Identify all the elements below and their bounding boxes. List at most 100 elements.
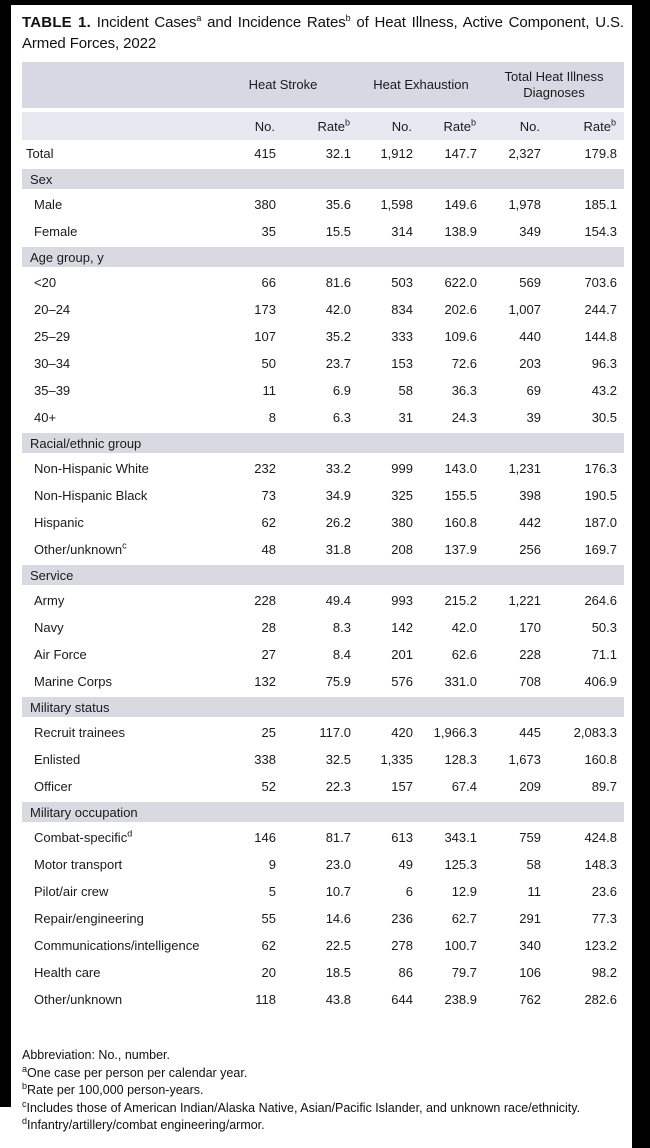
row-label: Recruit trainees <box>34 725 126 740</box>
cell-value: 340 <box>519 938 541 953</box>
cell-value: 32.5 <box>325 752 351 767</box>
section-header-row: Service <box>22 563 624 587</box>
heat-illness-table: Heat Stroke Heat Exhaustion Total Heat I… <box>22 62 624 1013</box>
cell-value: 5 <box>268 884 276 899</box>
cell-value: 1,007 <box>508 302 541 317</box>
col-group-heat-exhaustion: Heat Exhaustion <box>358 62 484 108</box>
cell-value: 23.7 <box>325 356 351 371</box>
cell-value: 15.5 <box>325 224 351 239</box>
cell-value: 107 <box>254 329 276 344</box>
section-header-row: Sex <box>22 167 624 191</box>
cell-value: 442 <box>519 515 541 530</box>
cell-value: 278 <box>391 938 413 953</box>
cell-value: 415 <box>254 146 276 161</box>
cell-value: 1,978 <box>508 197 541 212</box>
row-label: <20 <box>34 275 57 290</box>
cell-value: 6.9 <box>332 383 351 398</box>
cell-value: 86 <box>398 965 413 980</box>
row-label: Army <box>34 593 65 608</box>
row-label: Other/unknown <box>34 992 123 1007</box>
cell-value: 137.9 <box>444 542 477 557</box>
cell-value: 50 <box>261 356 276 371</box>
cell-value: 703.6 <box>584 275 617 290</box>
cell-value: 9 <box>268 857 276 872</box>
cell-value: 49.4 <box>325 593 351 608</box>
cell-value: 98.2 <box>591 965 617 980</box>
section-header-label: Military occupation <box>22 800 624 824</box>
cell-value: 157 <box>391 779 413 794</box>
footnote-marker-b: b <box>345 13 351 23</box>
table-row: Health care 20 18.5 86 79.7 106 98.2 <box>22 959 624 986</box>
footnote-marker-c: c <box>122 540 127 551</box>
cell-value: 238.9 <box>444 992 477 1007</box>
row-label: Male <box>34 197 63 212</box>
section-header-row: Racial/ethnic group <box>22 431 624 455</box>
cell-value: 1,221 <box>508 593 541 608</box>
cell-value: 14.6 <box>325 911 351 926</box>
cell-value: 148.3 <box>584 857 617 872</box>
cell-value: 66 <box>261 275 276 290</box>
cell-value: 81.6 <box>325 275 351 290</box>
cell-value: 349 <box>519 224 541 239</box>
row-label: 20–24 <box>34 302 71 317</box>
cell-value: 27 <box>261 647 276 662</box>
table-row: Female 35 15.5 314 138.9 349 154.3 <box>22 218 624 245</box>
cell-value: 36.3 <box>451 383 477 398</box>
cell-value: 160.8 <box>584 752 617 767</box>
header-gap-row <box>22 108 624 112</box>
cell-value: 22.3 <box>325 779 351 794</box>
row-label: Motor transport <box>34 857 123 872</box>
cell-value: 343.1 <box>444 830 477 845</box>
cell-value: 75.9 <box>325 674 351 689</box>
row-label: Non-Hispanic Black <box>34 488 148 503</box>
cell-value: 106 <box>519 965 541 980</box>
right-frame-bar <box>632 0 650 1148</box>
table-row: Repair/engineering 55 14.6 236 62.7 291 77.3 <box>22 905 624 932</box>
cell-value: 34.9 <box>325 488 351 503</box>
cell-value: 613 <box>391 830 413 845</box>
row-label: Repair/engineering <box>34 911 144 926</box>
cell-value: 380 <box>391 515 413 530</box>
cell-value: 2,083.3 <box>573 725 617 740</box>
cell-value: 123.2 <box>584 938 617 953</box>
table-row: Non-Hispanic Black 73 34.9 325 155.5 398 190.5 <box>22 482 624 509</box>
row-label: Non-Hispanic White <box>34 461 149 476</box>
cell-value: 117.0 <box>319 725 351 740</box>
table-row: 20–24 173 42.0 834 202.6 1,007 244.7 <box>22 296 624 323</box>
cell-value: 228 <box>254 593 276 608</box>
cell-value: 71.1 <box>591 647 617 662</box>
row-label: 25–29 <box>34 329 71 344</box>
cell-value: 398 <box>519 488 541 503</box>
table-row: 25–29 107 35.2 333 109.6 440 144.8 <box>22 323 624 350</box>
cell-value: 79.7 <box>451 965 477 980</box>
section-header-label: Racial/ethnic group <box>22 431 624 455</box>
cell-value: 209 <box>519 779 541 794</box>
cell-value: 244.7 <box>584 302 617 317</box>
cell-value: 1,598 <box>380 197 413 212</box>
table-title: TABLE 1. Incident Casesa and Incidence R… <box>22 13 625 53</box>
cell-value: 26.2 <box>325 515 351 530</box>
footnotes: Abbreviation: No., number. aOne case per … <box>22 1047 624 1135</box>
section-header-label: Military status <box>22 695 624 719</box>
row-label: Air Force <box>34 647 87 662</box>
cell-value: 215.2 <box>444 593 477 608</box>
table-row: Communications/intelligence 62 22.5 278 100.… <box>22 932 624 959</box>
cell-value: 42.0 <box>451 620 477 635</box>
cell-value: 644 <box>391 992 413 1007</box>
row-label: Navy <box>34 620 64 635</box>
row-label: Other/unknownc <box>34 540 127 557</box>
table-row: Combat-specificd 146 81.7 613 343.1 759 424.8 <box>22 824 624 851</box>
cell-value: 208 <box>391 542 413 557</box>
col-header-no-2: No. <box>358 112 420 140</box>
table-row: 40+ 8 6.3 31 24.3 39 30.5 <box>22 404 624 431</box>
footnote-line: bRate per 100,000 person-years. <box>22 1080 204 1097</box>
cell-value: 6 <box>405 884 413 899</box>
table-row: Non-Hispanic White 232 33.2 999 143.0 1,231 17… <box>22 455 624 482</box>
cell-value: 33.2 <box>325 461 351 476</box>
cell-value: 176.3 <box>584 461 617 476</box>
row-label: Enlisted <box>34 752 81 767</box>
table-row: Motor transport 9 23.0 49 125.3 58 148.3 <box>22 851 624 878</box>
cell-value: 201 <box>391 647 413 662</box>
cell-value: 142 <box>391 620 413 635</box>
cell-value: 569 <box>519 275 541 290</box>
